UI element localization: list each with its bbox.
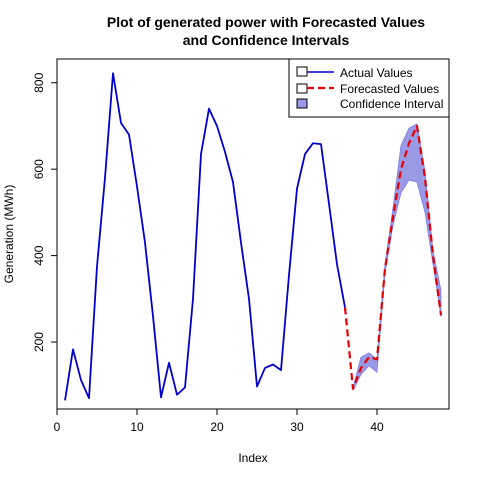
x-tick-label: 0 <box>54 420 61 434</box>
legend-forecast-label: Forecasted Values <box>340 82 439 96</box>
legend-box <box>288 58 450 118</box>
legend-actual-label: Actual Values <box>340 66 413 80</box>
y-tick-label: 200 <box>32 332 46 352</box>
confidence-interval-area <box>352 123 442 391</box>
actual-values-series <box>64 72 346 401</box>
legend-ci-swatch <box>296 98 308 109</box>
chart-title-line-2: and Confidence Intervals <box>183 32 350 48</box>
x-tick-label: 20 <box>210 420 224 434</box>
y-tick-label: 600 <box>32 159 46 179</box>
legend: Actual Values Forecasted Values Confiden… <box>288 58 450 118</box>
actual-values-line <box>64 72 346 401</box>
legend-ci-label: Confidence Interval <box>340 97 443 111</box>
legend-forecast-swatch <box>296 83 308 94</box>
y-axis-label: Generation (MWh) <box>2 185 16 284</box>
chart-title-line-1: Plot of generated power with Forecasted … <box>107 14 425 30</box>
plot-frame <box>56 58 450 410</box>
x-tick-label: 30 <box>290 420 304 434</box>
x-tick-label: 40 <box>370 420 384 434</box>
legend-actual-swatch <box>296 66 308 77</box>
confidence-interval-band <box>352 123 442 391</box>
x-axis-label: Index <box>238 451 267 465</box>
y-tick-label: 400 <box>32 245 46 265</box>
forecasted-values-series <box>343 124 443 390</box>
forecasted-values-line <box>343 124 443 390</box>
x-tick-label: 10 <box>130 420 144 434</box>
x-axis: 0 10 20 30 40 <box>54 409 384 434</box>
y-tick-label: 800 <box>32 72 46 92</box>
y-axis: 200 400 600 800 <box>32 72 57 352</box>
